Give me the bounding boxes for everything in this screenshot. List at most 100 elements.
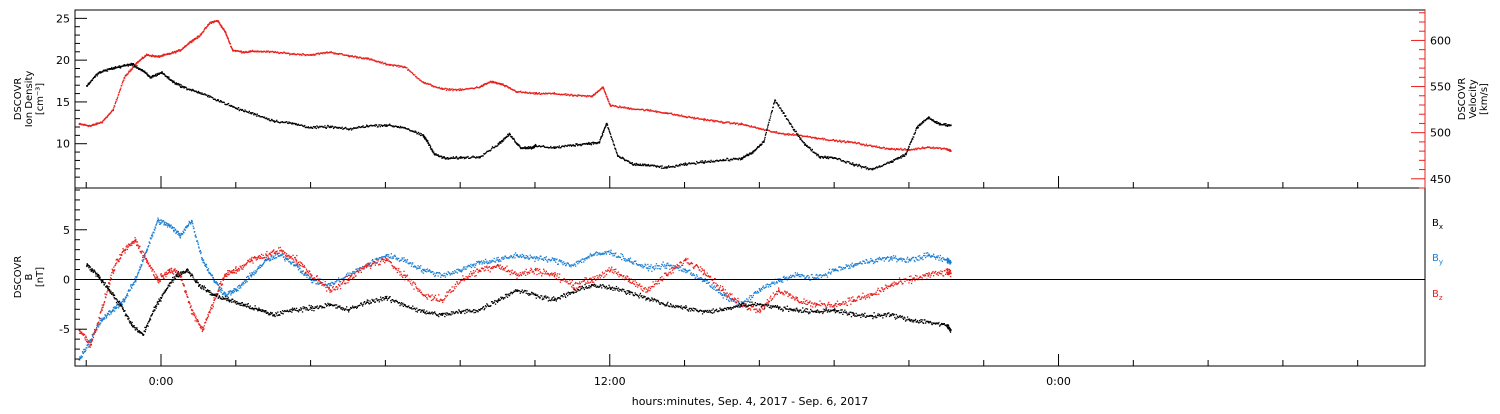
by-point <box>151 236 153 238</box>
density-point <box>927 118 929 120</box>
by-point <box>460 270 462 272</box>
velocity-point <box>747 125 750 127</box>
by-point <box>665 267 668 269</box>
density-point <box>889 161 891 163</box>
density-point <box>167 78 170 80</box>
by-point <box>492 260 494 262</box>
density-point <box>195 90 197 92</box>
velocity-point <box>625 107 627 109</box>
velocity-point <box>258 50 260 52</box>
density-point <box>483 153 485 155</box>
velocity-point <box>577 94 579 96</box>
by-point <box>290 263 293 265</box>
velocity-point <box>767 129 769 131</box>
bz-point <box>104 293 106 295</box>
by-point <box>445 272 447 275</box>
velocity-point <box>412 72 414 74</box>
bz-point <box>183 285 185 287</box>
by-point <box>865 258 867 261</box>
velocity-point <box>119 89 121 91</box>
density-point <box>842 160 844 162</box>
velocity-point <box>935 147 937 149</box>
by-point <box>233 288 235 290</box>
velocity-point <box>427 83 430 85</box>
velocity-point <box>197 37 199 39</box>
density-point <box>248 110 250 112</box>
velocity-point <box>544 93 546 95</box>
velocity-point <box>583 95 585 97</box>
by-point <box>646 267 648 269</box>
density-point <box>353 127 355 129</box>
by-point <box>349 272 351 274</box>
velocity-point <box>924 147 927 149</box>
velocity-point <box>340 53 343 55</box>
density-point <box>866 167 868 169</box>
velocity-point <box>832 138 834 141</box>
density-point <box>264 117 266 120</box>
by-point <box>84 350 86 353</box>
density-point-anchor <box>598 142 601 144</box>
by-point <box>408 263 410 265</box>
velocity-point <box>420 80 422 82</box>
by-point <box>182 230 184 232</box>
density-point <box>867 169 870 171</box>
by-point <box>496 259 499 261</box>
by-point <box>830 271 833 273</box>
density-point <box>276 121 279 123</box>
by-point <box>81 351 84 353</box>
density-point <box>870 168 872 170</box>
bz-point <box>120 253 123 255</box>
density-point-anchor <box>161 71 163 74</box>
density-point <box>748 153 751 155</box>
velocity-point <box>342 54 344 56</box>
bz-point <box>106 291 108 293</box>
velocity-point <box>855 142 857 144</box>
bz-point <box>79 330 81 332</box>
density-point <box>409 129 411 132</box>
by-point <box>663 264 666 266</box>
by-point <box>502 256 504 258</box>
velocity-point <box>698 118 700 120</box>
velocity-point <box>161 55 163 57</box>
by-point <box>327 283 329 285</box>
by-point <box>245 280 247 282</box>
density-point-anchor <box>422 135 425 137</box>
by-point <box>357 268 359 270</box>
by-point <box>200 252 202 255</box>
by-point <box>891 259 893 261</box>
by-point <box>95 328 97 330</box>
by-point <box>271 256 273 258</box>
density-point <box>513 138 515 140</box>
density-point <box>810 148 812 150</box>
density-point <box>342 128 344 130</box>
density-point <box>837 158 839 160</box>
velocity-point <box>230 46 233 49</box>
density-point <box>514 140 516 142</box>
by-point <box>131 284 133 287</box>
by-point <box>684 268 686 270</box>
velocity-point <box>606 96 608 98</box>
by-point <box>250 276 253 278</box>
density-point <box>294 123 297 126</box>
by-point <box>273 255 275 257</box>
density-point <box>616 154 619 156</box>
velocity-point <box>559 93 561 96</box>
by-point-anchor <box>460 269 462 272</box>
by-point <box>160 222 163 224</box>
density-point <box>212 97 214 99</box>
velocity-point <box>615 105 617 107</box>
velocity-point <box>755 127 757 129</box>
density-point <box>770 113 772 115</box>
by-point <box>524 257 526 260</box>
density-point <box>243 111 245 113</box>
by-point <box>438 272 441 274</box>
by-point <box>851 262 853 264</box>
density-point <box>452 156 454 158</box>
by-point <box>642 267 644 269</box>
velocity-point <box>181 48 184 50</box>
by-point <box>783 275 785 278</box>
by-point <box>158 221 160 223</box>
by-point <box>650 264 652 266</box>
by-point <box>862 260 864 262</box>
by-point <box>418 267 420 269</box>
